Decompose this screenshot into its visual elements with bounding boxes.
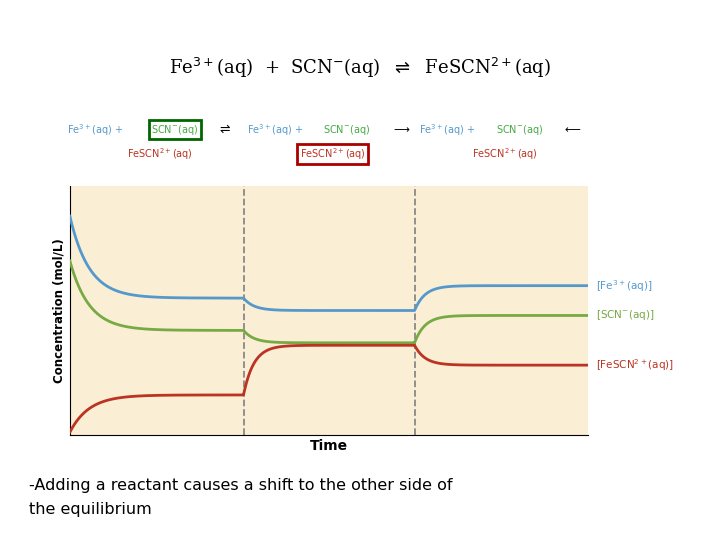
X-axis label: Time: Time	[310, 439, 348, 453]
Y-axis label: Concentration (mol/L): Concentration (mol/L)	[53, 238, 66, 383]
Text: Fe$^{3+}$(aq) +: Fe$^{3+}$(aq) +	[419, 122, 476, 138]
Text: Fe$^{3+}$(aq)  +  SCN$^{-}$(aq)  $\rightleftharpoons$  FeSCN$^{2+}$(aq): Fe$^{3+}$(aq) + SCN$^{-}$(aq) $\rightlef…	[169, 56, 551, 79]
Text: $\rightleftharpoons$: $\rightleftharpoons$	[217, 123, 232, 136]
Text: [Fe$^{3+}$(aq)]: [Fe$^{3+}$(aq)]	[596, 278, 652, 294]
Text: Fe$^{3+}$(aq) +: Fe$^{3+}$(aq) +	[67, 122, 124, 138]
Text: SCN$^{-}$(aq): SCN$^{-}$(aq)	[323, 123, 371, 137]
Text: [FeSCN$^{2+}$(aq)]: [FeSCN$^{2+}$(aq)]	[596, 357, 674, 373]
Text: SCN$^{-}$(aq): SCN$^{-}$(aq)	[151, 123, 198, 137]
Text: [SCN$^{-}$(aq)]: [SCN$^{-}$(aq)]	[596, 308, 654, 322]
Text: the equilibrium: the equilibrium	[29, 502, 151, 517]
Text: FeSCN$^{2+}$(aq): FeSCN$^{2+}$(aq)	[472, 146, 538, 162]
Text: $\longleftarrow$: $\longleftarrow$	[562, 125, 582, 134]
Text: $\longrightarrow$: $\longrightarrow$	[391, 125, 411, 134]
Text: -Adding a reactant causes a shift to the other side of: -Adding a reactant causes a shift to the…	[29, 478, 452, 493]
Text: FeSCN$^{2+}$(aq): FeSCN$^{2+}$(aq)	[127, 146, 193, 162]
Text: Fe$^{3+}$(aq) +: Fe$^{3+}$(aq) +	[247, 122, 303, 138]
Text: SCN$^{-}$(aq): SCN$^{-}$(aq)	[496, 123, 543, 137]
Text: FeSCN$^{2+}$(aq): FeSCN$^{2+}$(aq)	[300, 146, 366, 162]
